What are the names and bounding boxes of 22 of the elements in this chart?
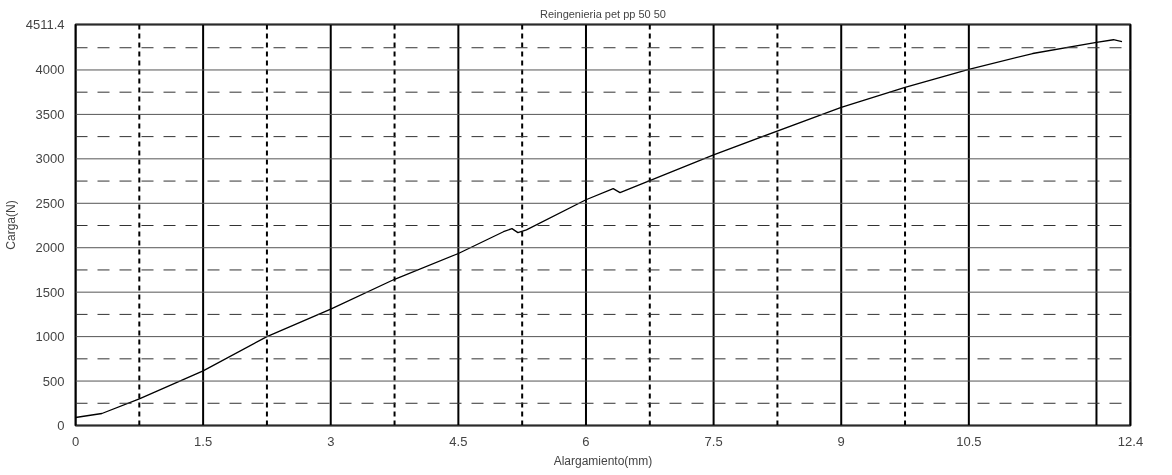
x-axis-title: Alargamiento(mm) xyxy=(553,453,653,468)
y-tick-label: 2500 xyxy=(35,195,65,211)
x-tick-label: 9 xyxy=(837,433,845,449)
x-tick-label: 6 xyxy=(582,433,590,449)
x-tick-label: 0 xyxy=(71,433,80,449)
x-tick-label: 4.5 xyxy=(449,433,468,449)
y-tick-label: 3500 xyxy=(35,106,65,122)
y-axis-title: Carga(N) xyxy=(3,200,18,250)
y-tick-label: 0 xyxy=(57,418,65,433)
y-tick-label: 4000 xyxy=(35,62,65,78)
y-tick-label: 1000 xyxy=(35,329,65,345)
y-tick-label: 500 xyxy=(42,373,65,389)
x-tick-label: 3 xyxy=(327,433,335,449)
chart-title: Reingenieria pet pp 50 50 xyxy=(540,7,666,20)
y-tick-label: 4511.4 xyxy=(25,17,65,32)
y-tick-label: 1500 xyxy=(35,284,65,300)
x-tick-label: 10.5 xyxy=(956,433,982,449)
y-tick-label: 3000 xyxy=(35,151,65,167)
x-tick-label: 7.5 xyxy=(704,433,723,449)
x-tick-label: 12.4 xyxy=(1117,433,1144,449)
x-tick-label: 1.5 xyxy=(194,433,213,449)
y-tick-label: 2000 xyxy=(35,240,65,256)
